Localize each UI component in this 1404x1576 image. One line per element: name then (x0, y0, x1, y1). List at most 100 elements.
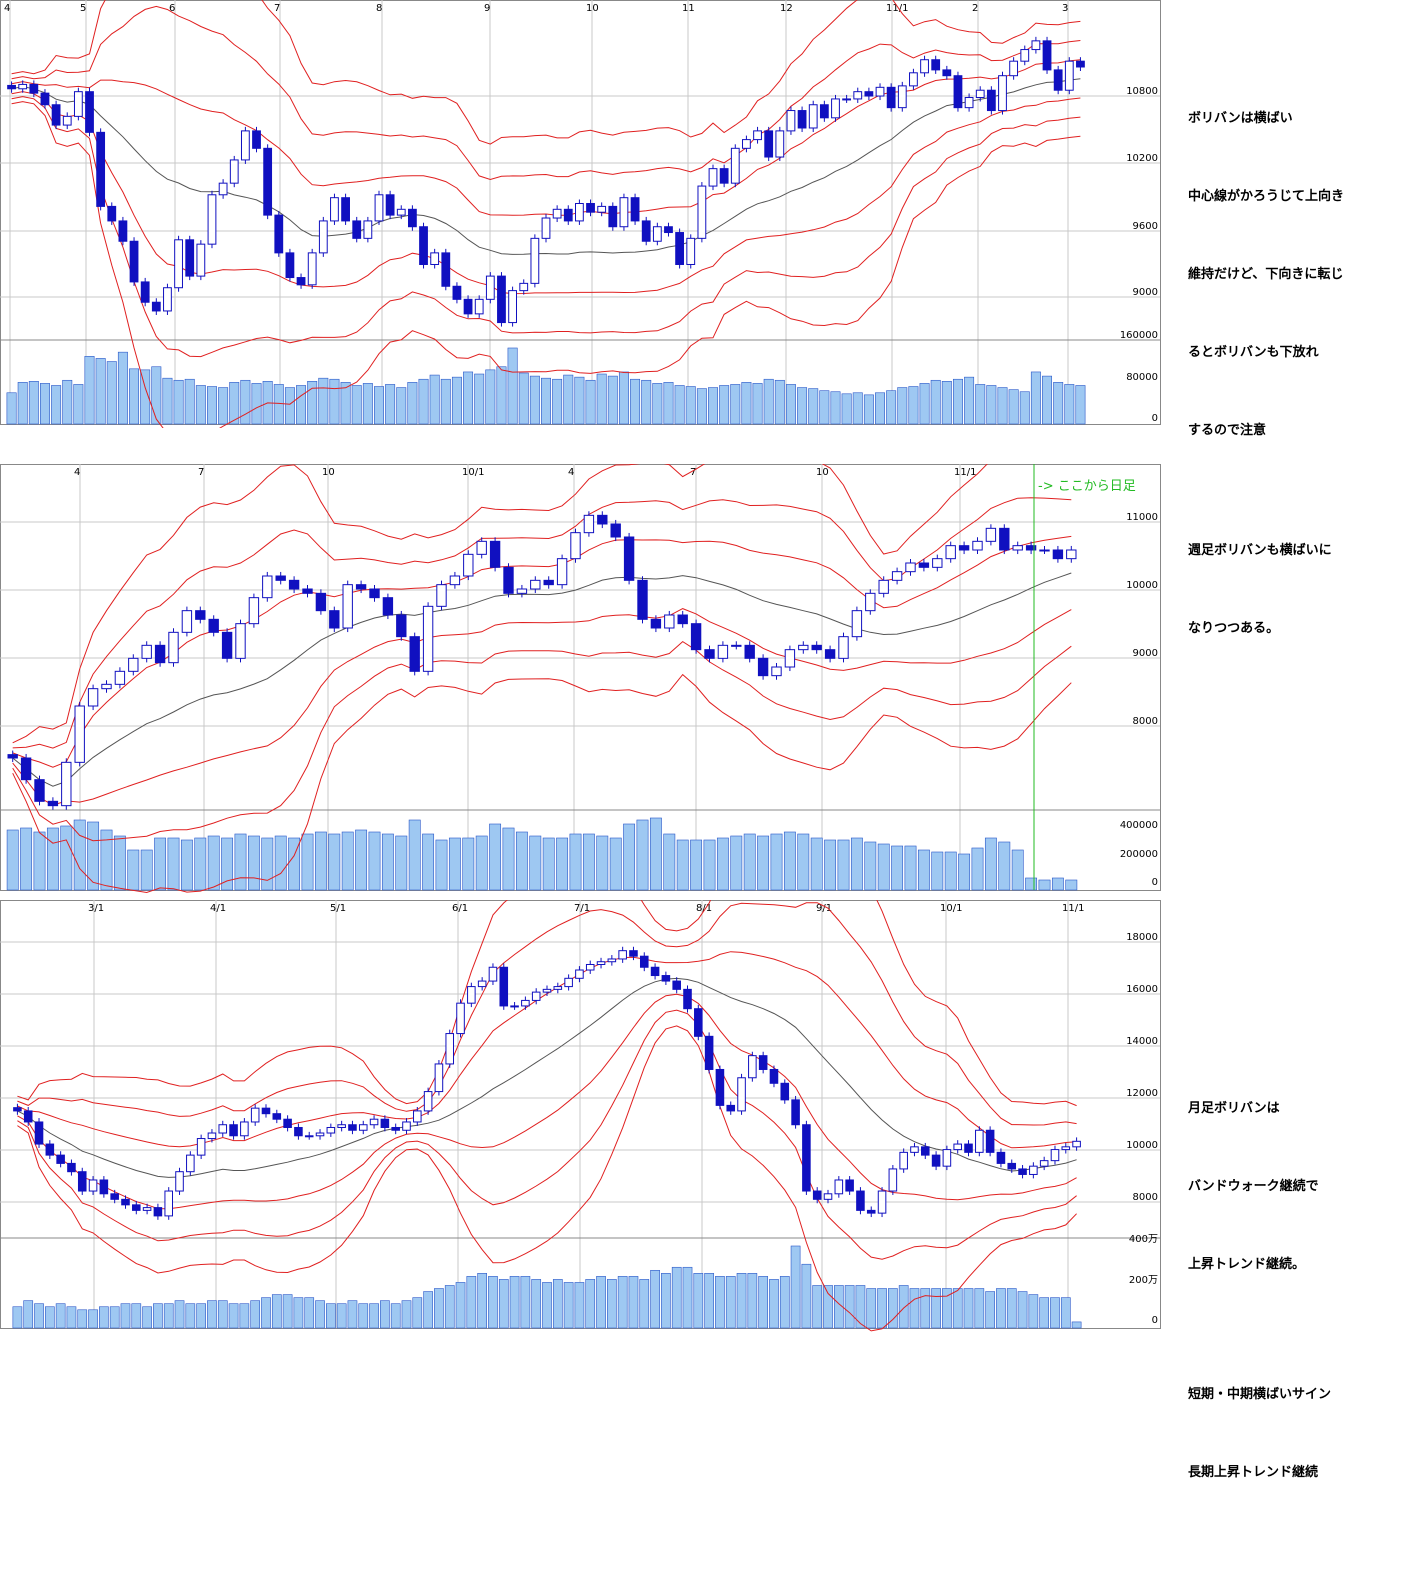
candle-down (811, 644, 822, 651)
volume-bar (641, 379, 652, 425)
volume-bar (552, 1279, 563, 1329)
volume-bar (455, 1282, 466, 1329)
candle-down (45, 1143, 55, 1156)
volume-bar (649, 817, 662, 891)
candle-down (396, 614, 407, 638)
x-tick-label: 11/1 (886, 3, 908, 14)
candle-down (7, 84, 16, 90)
volume-bar (1028, 1294, 1039, 1329)
price-tick-label: 14000 (1126, 1036, 1158, 1047)
candle-up (88, 1179, 98, 1192)
volume-bar (448, 837, 461, 891)
volume-bar (129, 368, 140, 425)
candle-down (47, 800, 59, 807)
volume-bar (930, 379, 941, 425)
candle-up (998, 75, 1007, 112)
volume-bar (221, 837, 234, 891)
volume-bar (488, 1276, 498, 1329)
x-tick-label: 6/1 (452, 903, 468, 914)
candle-up (196, 243, 206, 277)
candle-up (186, 1154, 195, 1173)
candle-down (1025, 545, 1037, 551)
candle-up (975, 1129, 984, 1153)
volume-bar (485, 369, 496, 425)
candle-up (434, 1063, 444, 1093)
candle-down (639, 955, 649, 968)
candle-up (888, 1168, 898, 1192)
volume-bar (462, 837, 475, 891)
candle-up (488, 966, 498, 982)
volume-bar (301, 833, 314, 891)
volume-bar (609, 837, 622, 891)
volume-bar (34, 1303, 44, 1329)
volume-bar (1025, 877, 1038, 891)
volume-bar (730, 835, 743, 891)
candle-up (564, 977, 573, 988)
volume-bar (952, 378, 963, 425)
candle-up (731, 644, 742, 647)
candle-up (875, 86, 885, 97)
candle-up (964, 96, 974, 109)
candle-down (129, 240, 139, 283)
volume-bar (682, 1266, 693, 1329)
volume-bar (33, 831, 46, 891)
volume-bar (898, 1285, 909, 1329)
volume-bar (518, 372, 529, 425)
candle-down (341, 197, 350, 222)
candle-up (697, 185, 707, 239)
volume-bar (207, 835, 220, 891)
volume-bar (273, 384, 284, 425)
weekly-chart: 4 7 10 10/1 4 7 10 11/1 11000 10000 9000 8000 400000… (0, 464, 1161, 894)
volume-bar (774, 379, 785, 425)
volume-bar (28, 381, 39, 425)
volume-bar (20, 827, 33, 891)
candle-up (164, 1190, 173, 1217)
volume-bar (109, 1306, 120, 1329)
candle-up (531, 991, 541, 1001)
volume-bar (743, 833, 756, 891)
volume-bar (282, 1294, 293, 1329)
volume-bar (864, 841, 877, 891)
candle-down (499, 966, 509, 1007)
x-tick-label: 11 (682, 3, 695, 14)
candle-down (1076, 60, 1085, 68)
candle-down (272, 1113, 282, 1120)
candle-up (842, 98, 852, 101)
volume-bar (852, 392, 863, 425)
volume-bar (1030, 371, 1041, 425)
volume-bar (628, 1276, 639, 1329)
candle-up (583, 514, 595, 534)
candle-down (802, 1124, 811, 1192)
volume-bar (520, 1276, 531, 1329)
volume-bar (917, 849, 930, 891)
candle-up (575, 202, 584, 222)
candle-up (436, 584, 447, 607)
volume-bar (429, 374, 440, 425)
volume-bar (99, 1306, 109, 1329)
candle-down (132, 1204, 141, 1211)
candle-down (208, 618, 219, 633)
candle-up (585, 963, 595, 971)
volume-bar (996, 1288, 1006, 1329)
monthly-note-line: 短期・中期横ばいサイン (1188, 1387, 1332, 1402)
volume-bar (797, 387, 808, 425)
candle-down (51, 104, 61, 126)
volume-bar (1071, 1321, 1082, 1329)
candle-up (422, 605, 434, 672)
volume-bar (810, 837, 823, 891)
candle-up (618, 950, 627, 960)
candle-down (999, 527, 1010, 551)
candle-down (229, 1124, 238, 1137)
volume-bar (563, 374, 574, 425)
candle-down (985, 1129, 995, 1153)
candle-down (986, 89, 996, 112)
volume-bar (207, 1300, 217, 1329)
volume-bar (358, 1303, 369, 1329)
candle-up (1061, 1146, 1071, 1151)
x-tick-label: 8/1 (696, 903, 712, 914)
volume-bar (1008, 389, 1019, 425)
candle-up (87, 688, 99, 707)
candle-up (402, 1121, 411, 1131)
candle-up (737, 1077, 746, 1112)
candle-up (73, 91, 83, 117)
